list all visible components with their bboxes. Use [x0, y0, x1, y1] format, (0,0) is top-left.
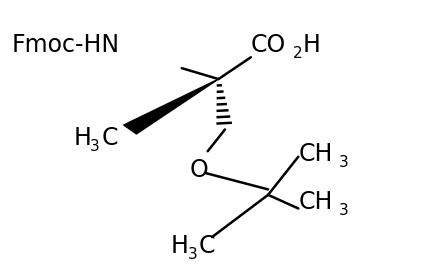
Text: C: C — [199, 234, 215, 258]
Text: Fmoc-HN: Fmoc-HN — [11, 33, 120, 57]
Text: CO: CO — [251, 33, 286, 57]
Text: H: H — [171, 234, 189, 258]
Text: CH: CH — [298, 142, 333, 166]
Text: 3: 3 — [90, 139, 100, 154]
Text: H: H — [74, 126, 92, 150]
Text: CH: CH — [298, 190, 333, 214]
Text: 3: 3 — [338, 155, 348, 170]
Text: 2: 2 — [293, 46, 302, 61]
Polygon shape — [124, 79, 218, 134]
Text: 3: 3 — [187, 247, 197, 262]
Text: C: C — [101, 126, 118, 150]
Text: 3: 3 — [338, 203, 348, 218]
Text: O: O — [190, 158, 208, 182]
Text: H: H — [303, 33, 320, 57]
